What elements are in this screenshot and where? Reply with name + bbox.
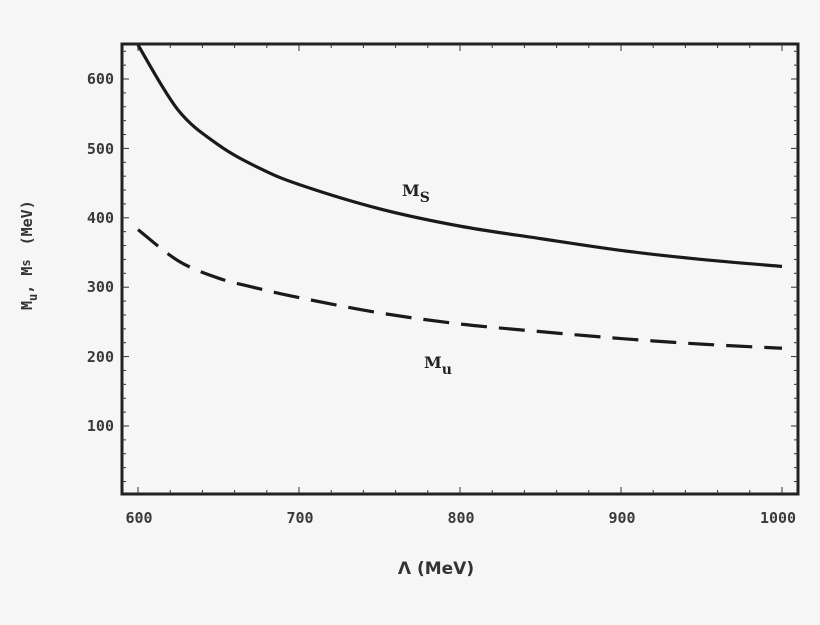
x-tick-1000: 1000 bbox=[760, 509, 796, 527]
y-tick-100: 100 bbox=[87, 417, 114, 435]
plot-frame bbox=[120, 42, 800, 496]
y-tick-600: 600 bbox=[87, 70, 114, 88]
x-tick-900: 900 bbox=[608, 509, 635, 527]
y-title-m2: M bbox=[18, 267, 36, 276]
y-tick-300: 300 bbox=[87, 278, 114, 296]
axis-ticks bbox=[122, 44, 798, 494]
y-title-sep: , bbox=[18, 276, 36, 294]
y-title-sub-u: u bbox=[26, 294, 40, 301]
x-tick-700: 700 bbox=[286, 509, 313, 527]
mu-curve bbox=[137, 228, 783, 350]
y-title-sub-s: s bbox=[19, 259, 33, 266]
ms-curve bbox=[136, 44, 783, 268]
y-tick-500: 500 bbox=[87, 140, 114, 158]
x-axis-title: Λ (MeV) bbox=[398, 559, 474, 579]
svg-text:Mu, Ms(MeV): Mu, Ms (MeV) bbox=[18, 200, 40, 310]
x-tick-800: 800 bbox=[447, 509, 474, 527]
mu-label: Mu bbox=[424, 353, 452, 378]
y-tick-400: 400 bbox=[87, 209, 114, 227]
ms-label: MS bbox=[402, 181, 430, 206]
y-title-unit: (MeV) bbox=[18, 200, 36, 245]
y-title-m1: M bbox=[18, 301, 36, 310]
y-axis-title: Mu, Ms (MeV) bbox=[18, 200, 40, 310]
x-tick-600: 600 bbox=[125, 509, 152, 527]
y-tick-200: 200 bbox=[87, 348, 114, 366]
